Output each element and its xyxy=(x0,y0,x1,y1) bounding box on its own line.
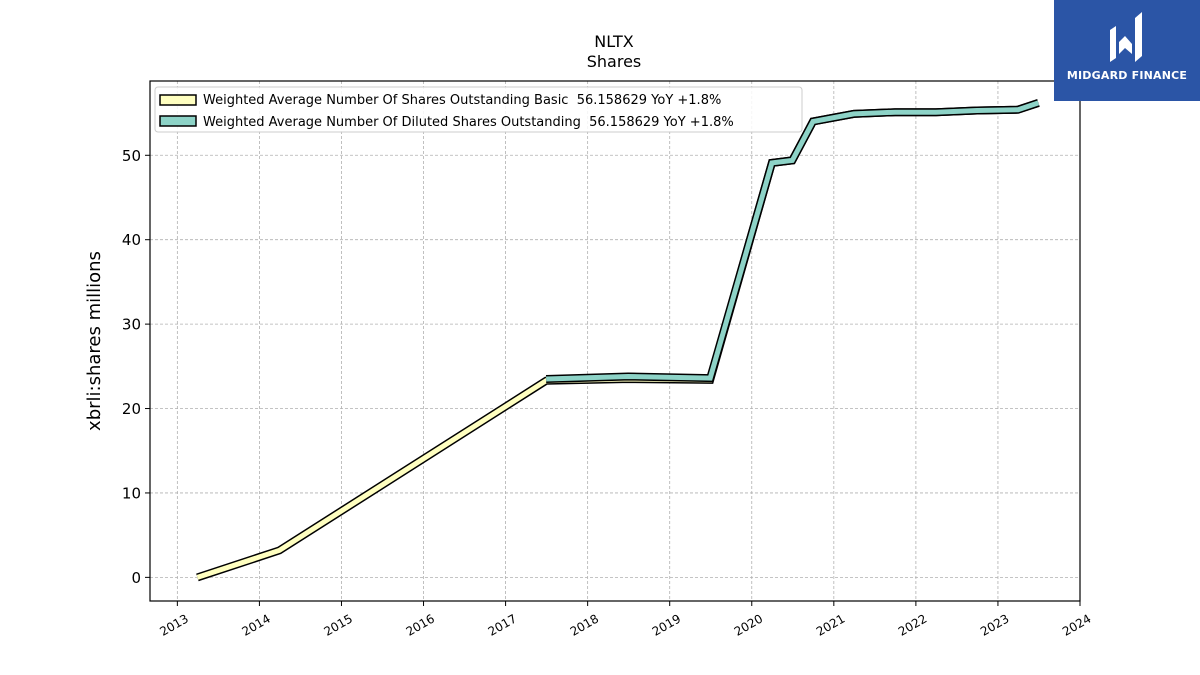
series-lines xyxy=(196,99,1040,582)
x-tick-label: 2022 xyxy=(896,611,929,638)
logo-text: MIDGARD FINANCE xyxy=(1066,69,1188,82)
chart-title: NLTX xyxy=(594,32,633,51)
chart-subtitle: Shares xyxy=(587,52,642,71)
y-tick-label: 50 xyxy=(122,147,141,165)
y-tick-label: 10 xyxy=(122,484,141,502)
y-tick-label: 0 xyxy=(131,569,141,587)
x-tick-label: 2015 xyxy=(322,611,355,638)
legend-swatch-basic xyxy=(159,94,197,106)
y-axis-label: xbrli:shares millions xyxy=(84,251,105,431)
x-tick-label: 2014 xyxy=(239,611,272,638)
x-tick-label: 2023 xyxy=(978,611,1011,638)
y-tick-label: 40 xyxy=(122,231,141,249)
legend-label-basic: Weighted Average Number Of Shares Outsta… xyxy=(203,93,721,108)
x-axis-ticks: 2013 2014 2015 2016 2017 2018 2019 2020 2021 2022… xyxy=(157,601,1094,639)
x-tick-label: 2020 xyxy=(732,611,765,638)
series-line-0 xyxy=(196,100,1040,580)
legend: Weighted Average Number Of Shares Outsta… xyxy=(154,86,803,133)
series-outline-0 xyxy=(196,99,1040,582)
legend-swatch-diluted xyxy=(159,115,197,127)
x-tick-label: 2018 xyxy=(568,611,601,638)
grid-lines xyxy=(150,81,1081,601)
y-tick-label: 30 xyxy=(122,316,141,334)
midgard-logo-icon xyxy=(1110,12,1142,62)
x-tick-label: 2021 xyxy=(814,611,847,638)
series-line-1 xyxy=(546,100,1040,382)
y-tick-label: 20 xyxy=(122,400,141,418)
y-axis-ticks: 0 10 20 30 40 50 xyxy=(122,147,150,587)
legend-box xyxy=(154,86,803,133)
x-tick-label: 2017 xyxy=(486,611,519,638)
x-tick-label: 2024 xyxy=(1060,611,1093,638)
brand-logo: MIDGARD FINANCE xyxy=(1054,0,1200,101)
x-tick-label: 2013 xyxy=(157,611,190,638)
x-tick-label: 2019 xyxy=(650,611,683,638)
x-tick-label: 2016 xyxy=(404,611,437,638)
legend-label-diluted: Weighted Average Number Of Diluted Share… xyxy=(203,115,734,130)
plot-area-frame xyxy=(149,80,1081,602)
series-outline-1 xyxy=(545,99,1040,383)
